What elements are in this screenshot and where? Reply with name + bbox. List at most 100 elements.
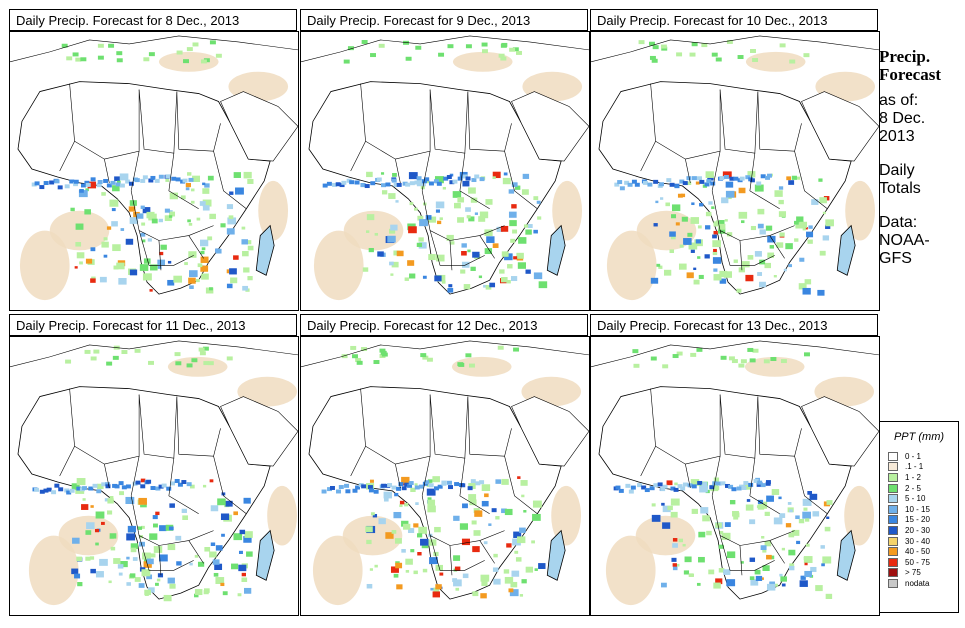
precip-cell: [154, 178, 160, 183]
legend-item: 1 - 2: [888, 472, 958, 483]
precip-cell: [54, 483, 60, 488]
country-border: [188, 235, 204, 259]
precip-cell: [149, 289, 153, 292]
precip-cell: [409, 202, 414, 206]
precip-cell: [195, 279, 200, 283]
precip-cell: [822, 235, 830, 241]
precip-cell: [88, 486, 94, 491]
precip-cell: [197, 561, 205, 567]
precip-cell: [422, 275, 427, 279]
precip-cell: [109, 533, 117, 539]
precip-cell: [180, 195, 186, 200]
precip-cell: [799, 257, 805, 262]
precip-cell: [812, 511, 820, 517]
precip-cell: [80, 57, 87, 62]
europe-coast: [301, 35, 589, 63]
precip-cell: [150, 175, 156, 180]
precip-cell: [114, 176, 120, 182]
precip-cell: [518, 237, 527, 244]
precip-cell: [741, 485, 747, 490]
precip-cell: [176, 561, 182, 566]
precip-cell: [130, 543, 138, 550]
precip-cell: [779, 573, 783, 577]
precip-cell: [368, 247, 374, 253]
legend-swatch: [888, 462, 898, 472]
precip-cell: [396, 250, 404, 257]
precip-cell: [462, 503, 468, 509]
precip-cell: [747, 255, 754, 260]
precip-cell: [148, 52, 155, 57]
precip-cell: [495, 516, 500, 520]
precip-cell: [117, 564, 124, 569]
country-border: [479, 540, 495, 564]
precip-cell: [125, 238, 134, 245]
precip-cell: [242, 285, 249, 291]
precip-cell: [760, 577, 764, 580]
forecast-panel-6: Daily Precip. Forecast for 13 Dec., 2013: [590, 314, 880, 616]
precip-cell: [243, 536, 252, 543]
precip-cell: [366, 583, 373, 589]
precip-cell: [91, 276, 96, 281]
precip-cell: [380, 172, 385, 175]
precip-cell: [119, 491, 125, 496]
legend-item: 20 - 30: [888, 525, 958, 536]
precip-cell: [701, 484, 707, 489]
precip-cell: [433, 179, 439, 184]
precip-cell: [238, 550, 243, 554]
precip-cell: [496, 226, 504, 232]
panel-title: Daily Precip. Forecast for 9 Dec., 2013: [300, 9, 588, 31]
arabia-outline: [511, 91, 589, 162]
madagascar: [546, 224, 566, 276]
precip-cell: [809, 493, 818, 500]
precip-cell: [677, 484, 683, 489]
legend-label: 50 - 75: [905, 557, 930, 567]
precip-cell: [439, 217, 443, 221]
precip-cell: [143, 258, 151, 264]
legend-swatch: [888, 525, 898, 535]
precip-cell: [513, 256, 518, 260]
precip-cell: [142, 273, 152, 281]
precip-cell: [655, 200, 659, 204]
precip-cell: [95, 542, 99, 546]
precip-cell: [401, 486, 407, 491]
precip-cell: [241, 577, 248, 583]
precip-cell: [447, 44, 454, 49]
precip-cell: [520, 480, 528, 486]
precip-cell: [197, 263, 203, 268]
precip-cell: [158, 174, 164, 179]
country-border: [429, 535, 485, 571]
precip-cell: [350, 345, 357, 350]
precip-cell: [738, 211, 748, 219]
precip-cell: [146, 558, 154, 565]
precip-cell: [237, 593, 242, 597]
precip-cell: [708, 569, 715, 575]
precip-cell: [161, 483, 167, 488]
precip-cell: [391, 529, 397, 534]
precip-cell: [75, 57, 82, 62]
dry-area: [744, 356, 805, 377]
precip-cell: [788, 549, 796, 556]
precip-cell: [150, 486, 156, 490]
precip-cell: [247, 276, 253, 281]
precip-cell: [653, 179, 659, 184]
dry-area: [745, 51, 806, 72]
precip-cell: [192, 175, 201, 183]
precip-cell: [514, 185, 521, 190]
precip-cell: [749, 519, 756, 525]
precip-cell: [672, 563, 677, 567]
precip-cell: [170, 481, 176, 486]
country-border: [176, 91, 221, 152]
precip-cell: [126, 533, 136, 541]
legend-swatch: [888, 568, 898, 578]
precip-cell: [233, 255, 239, 260]
precip-cell: [160, 244, 167, 250]
precip-cell: [226, 283, 233, 289]
precip-cell: [39, 489, 45, 494]
precip-cell: [175, 535, 182, 541]
precip-cell: [226, 356, 233, 361]
precip-cell: [137, 526, 143, 530]
precip-cell: [484, 493, 489, 498]
dry-area: [267, 485, 297, 546]
precip-cell: [381, 352, 388, 357]
precip-cell: [808, 225, 813, 229]
